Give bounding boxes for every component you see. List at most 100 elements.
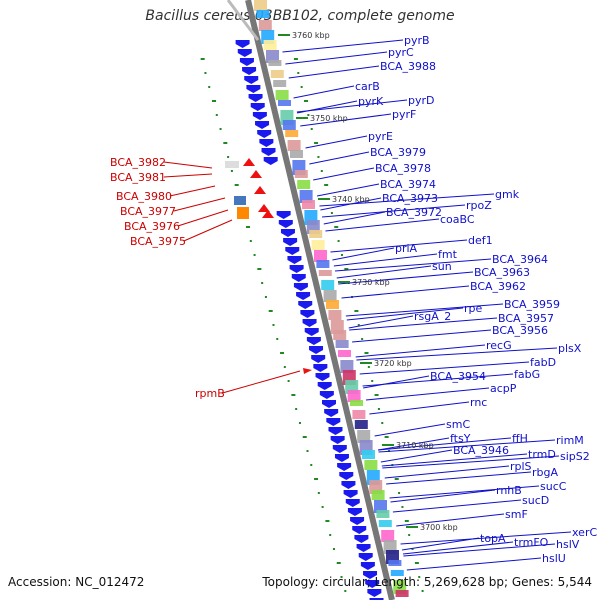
feature-segment xyxy=(362,450,375,459)
leader-line xyxy=(378,439,556,453)
leader-line xyxy=(163,173,213,178)
forward-gene-label: smF xyxy=(505,508,528,521)
tick-mark-left xyxy=(212,100,216,102)
forward-gene-arrow xyxy=(263,157,278,165)
tick-mark-right xyxy=(411,548,414,550)
forward-gene-label: rpoZ xyxy=(466,199,492,212)
tick-mark-left xyxy=(302,436,307,438)
leader-line xyxy=(362,373,514,387)
forward-gene-arrow xyxy=(248,94,263,102)
forward-gene-label: plsX xyxy=(558,342,582,355)
forward-gene-arrow xyxy=(261,148,276,156)
forward-gene-arrow xyxy=(343,490,358,498)
forward-gene-arrow xyxy=(309,346,324,354)
forward-gene-label: BCA_3956 xyxy=(492,324,548,337)
tick-mark-right xyxy=(421,590,424,592)
forward-gene-arrow xyxy=(237,49,252,57)
feature-segment xyxy=(287,140,301,151)
reverse-gene-label: rpmB xyxy=(195,387,225,400)
forward-gene-arrow xyxy=(332,445,347,453)
tick-mark-left xyxy=(336,562,341,564)
leader-line xyxy=(330,239,468,253)
forward-gene-arrow xyxy=(235,40,250,48)
forward-gene-arrow xyxy=(356,544,371,552)
tick-mark-left xyxy=(257,268,262,270)
leader-line xyxy=(355,344,486,358)
leader-line xyxy=(390,489,496,503)
forward-gene-arrow xyxy=(324,409,339,417)
leader-line xyxy=(365,387,490,401)
tick-mark-right xyxy=(364,352,369,354)
reverse-feature-block xyxy=(225,161,239,168)
forward-gene-arrow xyxy=(239,58,254,66)
genome-title: Bacillus cereus 03BB102, complete genome xyxy=(145,8,455,24)
backbone-line xyxy=(245,0,395,600)
forward-gene-arrow xyxy=(287,256,302,264)
feature-segment xyxy=(395,590,409,597)
feature-segment xyxy=(297,180,311,189)
feature-segment xyxy=(388,560,402,566)
tick-mark-left xyxy=(227,156,230,158)
tick-mark-left xyxy=(200,58,205,60)
forward-gene-label: xerC xyxy=(572,526,597,539)
leader-line xyxy=(300,113,392,127)
forward-gene-label: pyrE xyxy=(368,130,393,143)
tick-mark-left xyxy=(276,338,279,340)
feature-segment xyxy=(258,20,272,31)
forward-gene-label: BCA_3957 xyxy=(498,312,554,325)
reverse-feature-block xyxy=(234,196,246,205)
tick-mark-left xyxy=(268,310,273,312)
forward-gene-arrow xyxy=(285,247,300,255)
feature-segment xyxy=(316,260,330,268)
leader-line xyxy=(319,193,495,207)
tick-mark-left xyxy=(317,492,320,494)
forward-gene-label: BCA_3978 xyxy=(375,162,431,175)
forward-gene-arrow xyxy=(276,211,291,219)
tick-mark-right xyxy=(367,366,370,368)
tick-mark-left xyxy=(208,86,211,88)
tick-mark-right xyxy=(414,562,419,564)
reverse-gene-arrow xyxy=(243,158,255,166)
forward-gene-arrow xyxy=(302,319,317,327)
forward-gene-label: BCA_3962 xyxy=(470,280,526,293)
tick-mark-right xyxy=(307,114,310,116)
forward-gene-label: sucD xyxy=(522,494,549,507)
tick-mark-right xyxy=(310,128,313,130)
scale-label: 3720 kbp xyxy=(374,359,412,368)
tick-mark-left xyxy=(321,506,324,508)
forward-gene-arrow xyxy=(363,571,378,579)
leader-line xyxy=(322,204,466,218)
feature-segment xyxy=(290,150,303,158)
tick-mark-right xyxy=(398,492,401,494)
leader-line xyxy=(359,361,530,375)
tick-mark-right xyxy=(404,520,409,522)
forward-gene-arrow xyxy=(242,67,257,75)
tick-mark-right xyxy=(384,436,389,438)
forward-gene-label: pyrD xyxy=(408,94,435,107)
tick-mark-left xyxy=(306,450,309,452)
forward-gene-label: BCA_3972 xyxy=(386,206,442,219)
feature-segment xyxy=(299,190,313,203)
leader-line xyxy=(349,317,498,331)
feature-segment xyxy=(266,50,279,63)
leader-line xyxy=(169,185,216,197)
tick-mark-left xyxy=(261,282,264,284)
tick-mark-right xyxy=(408,534,411,536)
leader-line xyxy=(392,499,522,513)
forward-gene-label: BCA_3963 xyxy=(474,266,530,279)
forward-gene-arrow xyxy=(298,301,313,309)
tick-mark-right xyxy=(340,254,343,256)
feature-segment xyxy=(318,270,332,276)
leader-line xyxy=(309,151,370,165)
forward-gene-label: BCA_3979 xyxy=(370,146,426,159)
reverse-gene-label: BCA_3977 xyxy=(120,205,176,218)
tick-mark-left xyxy=(283,366,286,368)
forward-gene-label: rpe xyxy=(464,302,483,315)
tick-mark-right xyxy=(320,170,323,172)
forward-gene-label: BCA_3988 xyxy=(380,60,436,73)
leader-line xyxy=(377,437,450,451)
reverse-gene-label: BCA_3981 xyxy=(110,171,166,184)
leader-line xyxy=(163,161,213,169)
leader-line xyxy=(389,485,540,499)
